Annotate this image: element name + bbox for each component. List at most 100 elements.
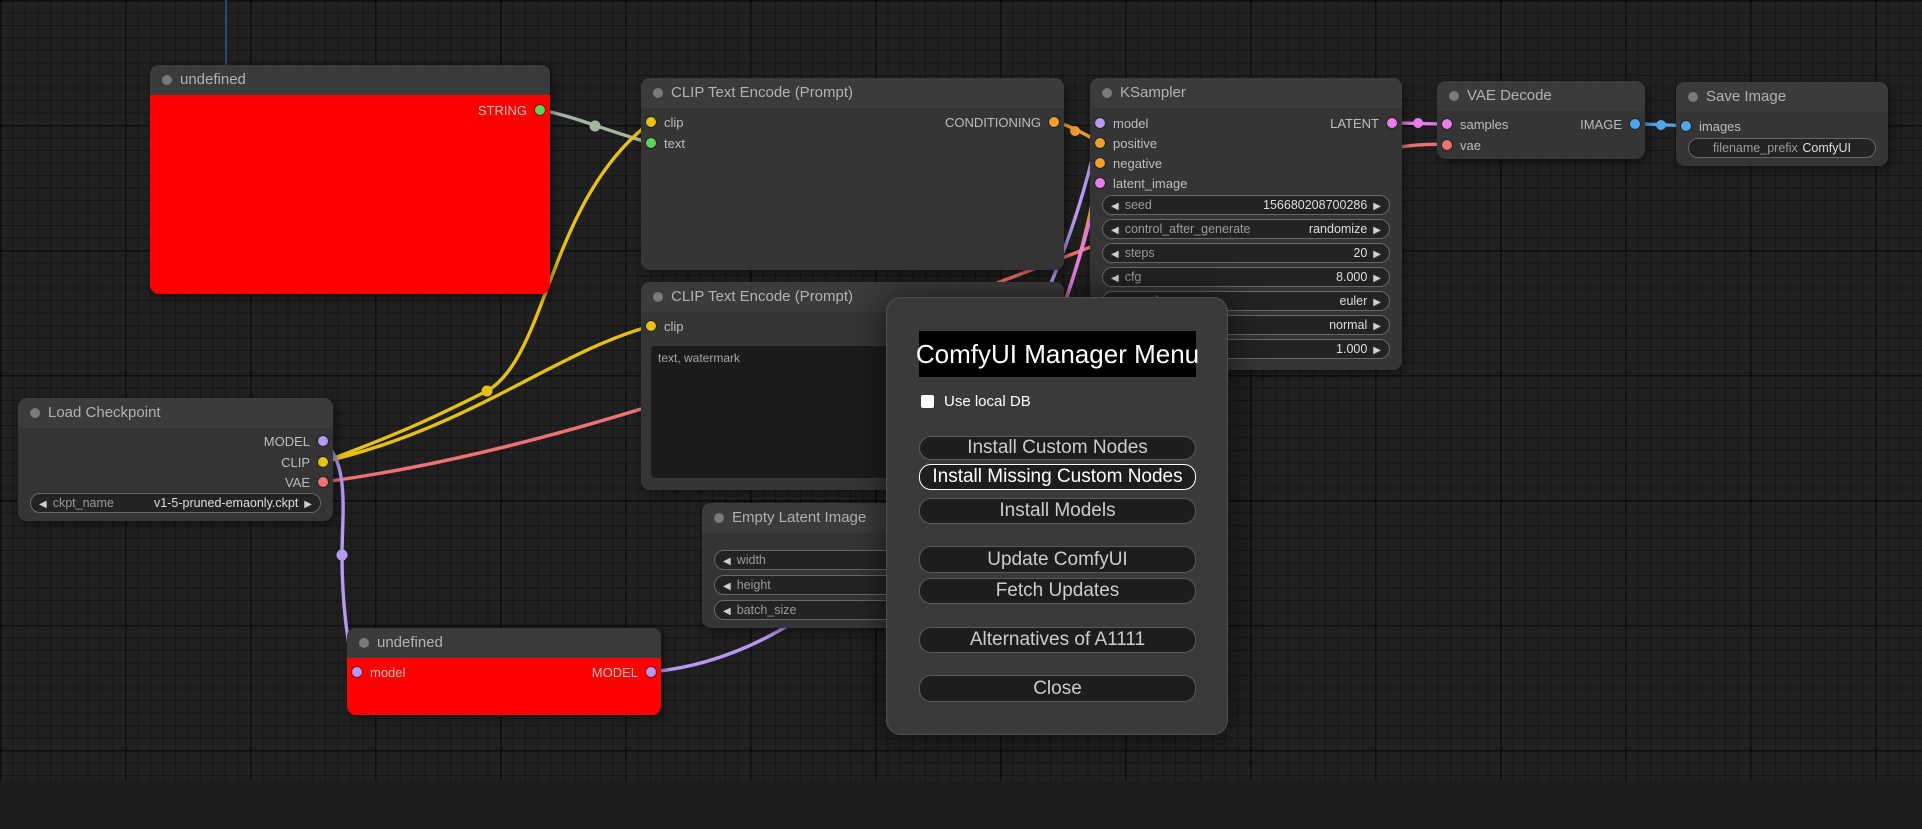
increment-arrow-icon[interactable] bbox=[1373, 246, 1381, 260]
install-models-button[interactable]: Install Models bbox=[919, 498, 1196, 524]
output-port-string[interactable]: STRING bbox=[478, 102, 545, 118]
decrement-arrow-icon[interactable] bbox=[1111, 270, 1119, 284]
decrement-arrow-icon[interactable] bbox=[723, 553, 731, 567]
node-header[interactable]: Save Image bbox=[1676, 82, 1888, 112]
clip-port-dot[interactable] bbox=[646, 117, 656, 127]
model-wire-reroute-dot[interactable] bbox=[336, 549, 348, 561]
node-load-checkpoint[interactable]: Load Checkpoint MODEL CLIP VAE ckpt_name… bbox=[18, 398, 333, 521]
increment-arrow-icon[interactable] bbox=[1373, 294, 1381, 308]
node-header[interactable]: Load Checkpoint bbox=[18, 398, 333, 428]
increment-arrow-icon[interactable] bbox=[304, 496, 312, 510]
collapse-dot-icon[interactable] bbox=[653, 88, 663, 98]
node-header[interactable]: CLIP Text Encode (Prompt) bbox=[641, 78, 1064, 108]
steps-widget[interactable]: steps 20 bbox=[1102, 243, 1390, 263]
increment-arrow-icon[interactable] bbox=[1373, 222, 1381, 236]
node-vae-decode[interactable]: VAE Decode samples vae IMAGE bbox=[1437, 81, 1645, 159]
output-port-image[interactable]: IMAGE bbox=[1580, 116, 1640, 132]
decrement-arrow-icon[interactable] bbox=[1111, 246, 1119, 260]
conditioning-port-dot[interactable] bbox=[1049, 117, 1059, 127]
increment-arrow-icon[interactable] bbox=[1373, 318, 1381, 332]
clip-port-dot[interactable] bbox=[646, 321, 656, 331]
output-port-latent[interactable]: LATENT bbox=[1330, 115, 1397, 131]
model-port-dot[interactable] bbox=[646, 667, 656, 677]
output-port-clip[interactable]: CLIP bbox=[281, 454, 328, 470]
node-clip-text-encode-1[interactable]: CLIP Text Encode (Prompt) clip text COND… bbox=[641, 78, 1064, 270]
cfg-widget[interactable]: cfg 8.000 bbox=[1102, 267, 1390, 287]
input-port-model[interactable]: model bbox=[1095, 115, 1148, 131]
node-header[interactable]: undefined bbox=[347, 628, 661, 658]
node-header[interactable]: undefined bbox=[150, 65, 550, 95]
collapse-dot-icon[interactable] bbox=[1688, 92, 1698, 102]
node-undefined-top[interactable]: undefined STRING bbox=[150, 65, 550, 294]
collapse-dot-icon[interactable] bbox=[1102, 88, 1112, 98]
node-ksampler[interactable]: KSampler model positive negative latent_… bbox=[1090, 78, 1402, 370]
input-port-positive[interactable]: positive bbox=[1095, 135, 1157, 151]
latent-port-dot[interactable] bbox=[1442, 119, 1452, 129]
model-port-dot[interactable] bbox=[352, 667, 362, 677]
input-port-clip[interactable]: clip bbox=[646, 114, 684, 130]
string-port-dot[interactable] bbox=[535, 105, 545, 115]
latent-port-dot[interactable] bbox=[1095, 178, 1105, 188]
input-port-samples[interactable]: samples bbox=[1442, 116, 1508, 132]
increment-arrow-icon[interactable] bbox=[1373, 270, 1381, 284]
fetch-updates-button[interactable]: Fetch Updates bbox=[919, 578, 1196, 604]
decrement-arrow-icon[interactable] bbox=[723, 578, 731, 592]
collapse-dot-icon[interactable] bbox=[30, 408, 40, 418]
conditioning-wire-reroute-dot[interactable] bbox=[1070, 126, 1080, 136]
input-port-latent-image[interactable]: latent_image bbox=[1095, 175, 1187, 191]
batch-size-widget[interactable]: batch_size bbox=[714, 600, 940, 620]
width-widget[interactable]: width bbox=[714, 550, 940, 570]
install-missing-custom-nodes-button[interactable]: Install Missing Custom Nodes bbox=[919, 464, 1196, 490]
collapse-dot-icon[interactable] bbox=[162, 75, 172, 85]
filename-prefix-widget[interactable]: filename_prefix ComfyUI bbox=[1688, 138, 1876, 158]
node-header[interactable]: VAE Decode bbox=[1437, 81, 1645, 111]
decrement-arrow-icon[interactable] bbox=[1111, 222, 1119, 236]
decrement-arrow-icon[interactable] bbox=[1111, 198, 1119, 212]
input-port-images[interactable]: images bbox=[1681, 118, 1741, 134]
image-port-dot[interactable] bbox=[1630, 119, 1640, 129]
clip-port-dot[interactable] bbox=[318, 457, 328, 467]
node-header[interactable]: KSampler bbox=[1090, 78, 1402, 108]
output-port-conditioning[interactable]: CONDITIONING bbox=[945, 114, 1059, 130]
conditioning-port-dot[interactable] bbox=[1095, 158, 1105, 168]
input-port-negative[interactable]: negative bbox=[1095, 155, 1162, 171]
node-undefined-bottom[interactable]: undefined model MODEL bbox=[347, 628, 661, 715]
input-port-clip[interactable]: clip bbox=[646, 318, 684, 334]
use-local-db-checkbox[interactable] bbox=[921, 395, 934, 408]
output-port-model[interactable]: MODEL bbox=[592, 664, 656, 680]
output-port-vae[interactable]: VAE bbox=[285, 474, 328, 490]
image-port-dot[interactable] bbox=[1681, 121, 1691, 131]
input-port-vae[interactable]: vae bbox=[1442, 137, 1481, 153]
string-wire-reroute-dot[interactable] bbox=[589, 120, 601, 132]
decrement-arrow-icon[interactable] bbox=[723, 603, 731, 617]
input-port-model[interactable]: model bbox=[352, 664, 405, 680]
ckpt-name-widget[interactable]: ckpt_name v1-5-pruned-emaonly.ckpt bbox=[30, 493, 321, 513]
model-port-dot[interactable] bbox=[1095, 118, 1105, 128]
update-comfyui-button[interactable]: Update ComfyUI bbox=[919, 546, 1196, 573]
install-custom-nodes-button[interactable]: Install Custom Nodes bbox=[919, 436, 1196, 460]
output-port-model[interactable]: MODEL bbox=[264, 433, 328, 449]
collapse-dot-icon[interactable] bbox=[1449, 91, 1459, 101]
latent-wire-reroute-dot[interactable] bbox=[1413, 118, 1423, 128]
control-after-generate-widget[interactable]: control_after_generate randomize bbox=[1102, 219, 1390, 239]
alternatives-of-a1111-button[interactable]: Alternatives of A1111 bbox=[919, 627, 1196, 653]
close-button[interactable]: Close bbox=[919, 675, 1196, 702]
collapse-dot-icon[interactable] bbox=[359, 638, 369, 648]
clip-wire-reroute-dot[interactable] bbox=[481, 385, 493, 397]
increment-arrow-icon[interactable] bbox=[1373, 342, 1381, 356]
height-widget[interactable]: height bbox=[714, 575, 940, 595]
conditioning-port-dot[interactable] bbox=[1095, 138, 1105, 148]
latent-port-dot[interactable] bbox=[1387, 118, 1397, 128]
seed-widget[interactable]: seed 156680208700286 bbox=[1102, 195, 1390, 215]
model-port-dot[interactable] bbox=[318, 436, 328, 446]
vae-port-dot[interactable] bbox=[1442, 140, 1452, 150]
image-wire-reroute-dot[interactable] bbox=[1656, 120, 1666, 130]
node-save-image[interactable]: Save Image images filename_prefix ComfyU… bbox=[1676, 82, 1888, 166]
collapse-dot-icon[interactable] bbox=[653, 292, 663, 302]
input-port-text[interactable]: text bbox=[646, 135, 685, 151]
decrement-arrow-icon[interactable] bbox=[39, 496, 47, 510]
vae-port-dot[interactable] bbox=[318, 477, 328, 487]
text-port-dot[interactable] bbox=[646, 138, 656, 148]
increment-arrow-icon[interactable] bbox=[1373, 198, 1381, 212]
